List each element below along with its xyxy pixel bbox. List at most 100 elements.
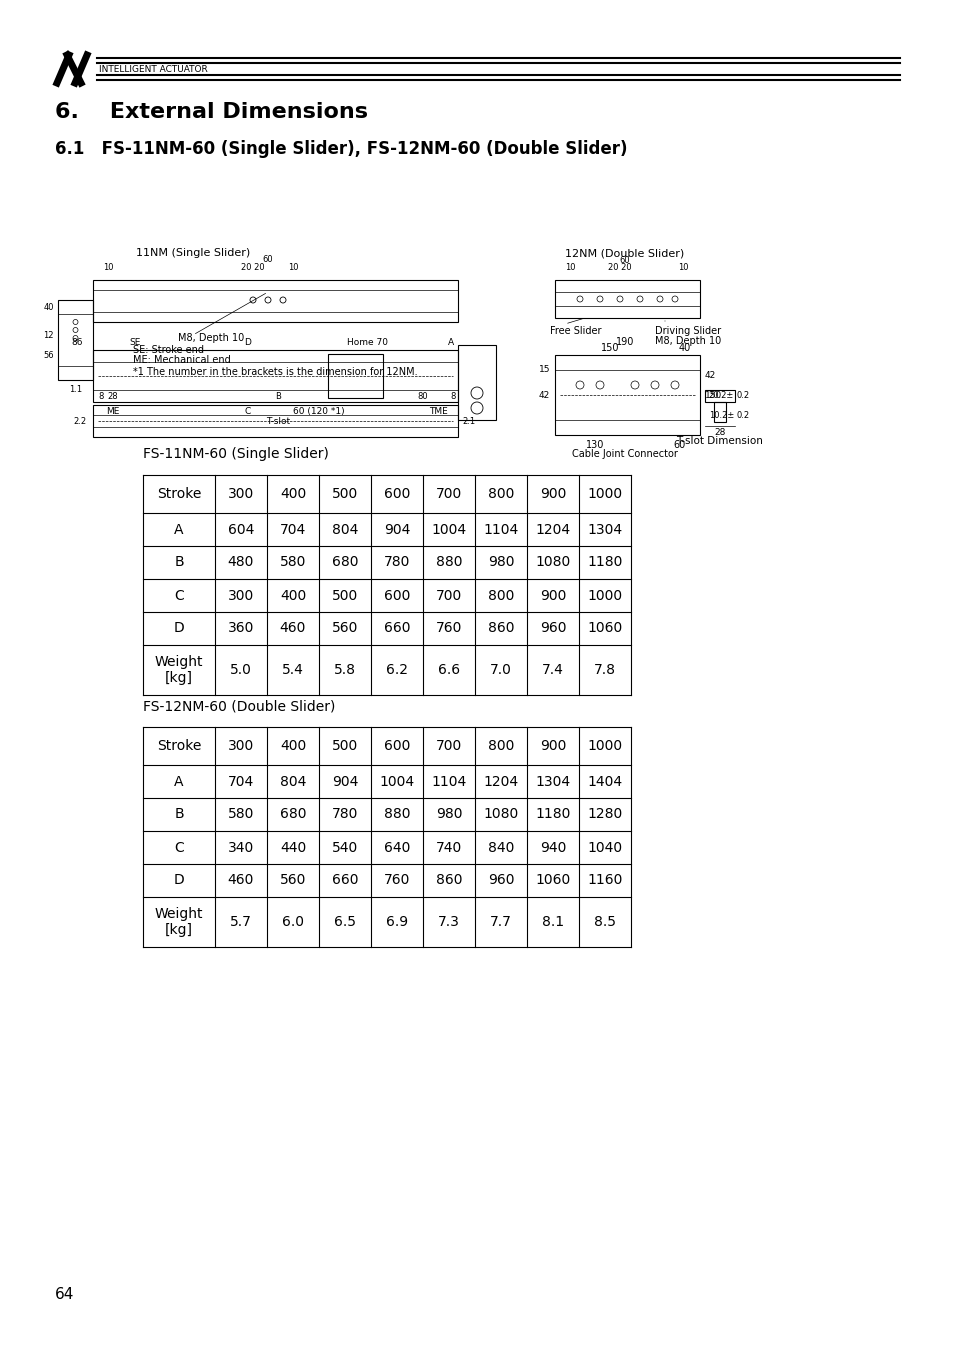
Text: 20.2±: 20.2± [708, 390, 733, 400]
Text: 6.1   FS-11NM-60 (Single Slider), FS-12NM-60 (Double Slider): 6.1 FS-11NM-60 (Single Slider), FS-12NM-… [55, 140, 627, 158]
Text: 1304: 1304 [587, 522, 622, 536]
Text: Weight
[kg]: Weight [kg] [154, 655, 203, 684]
Text: 900: 900 [539, 589, 565, 602]
Text: 980: 980 [436, 807, 462, 822]
Text: 500: 500 [332, 589, 357, 602]
Text: 10: 10 [564, 263, 575, 271]
Text: 1104: 1104 [431, 775, 466, 788]
Text: 460: 460 [228, 873, 253, 887]
Text: A: A [174, 775, 184, 788]
Text: 780: 780 [332, 807, 357, 822]
Text: FS-11NM-60 (Single Slider): FS-11NM-60 (Single Slider) [143, 447, 329, 460]
Text: 10: 10 [288, 263, 298, 271]
Text: 704: 704 [279, 522, 306, 536]
Text: 360: 360 [228, 621, 253, 636]
Text: 60: 60 [673, 440, 685, 450]
Text: B: B [274, 392, 280, 401]
Bar [555, 279, 700, 319]
Text: 1160: 1160 [587, 873, 622, 887]
Text: 28: 28 [714, 428, 725, 437]
Text: 900: 900 [539, 487, 565, 501]
Text: 2.1: 2.1 [461, 417, 475, 425]
Text: 804: 804 [279, 775, 306, 788]
Text: *1 The number in the brackets is the dimension for 12NM.: *1 The number in the brackets is the dim… [132, 367, 417, 377]
Text: 80: 80 [417, 392, 428, 401]
Text: 840: 840 [487, 841, 514, 855]
Text: 600: 600 [383, 589, 410, 602]
Text: 11NM (Single Slider): 11NM (Single Slider) [135, 248, 250, 258]
Text: A: A [174, 522, 184, 536]
Text: 1080: 1080 [535, 555, 570, 570]
Text: Stroke: Stroke [156, 738, 201, 753]
Text: 150: 150 [704, 390, 721, 400]
Text: 880: 880 [383, 807, 410, 822]
Text: ME: Mechanical end: ME: Mechanical end [132, 355, 231, 364]
Text: 60: 60 [619, 256, 630, 265]
Text: 6.2: 6.2 [386, 663, 408, 676]
Text: 600: 600 [383, 738, 410, 753]
Text: 604: 604 [228, 522, 253, 536]
Text: 580: 580 [228, 807, 253, 822]
Text: B: B [174, 807, 184, 822]
Text: 20 20: 20 20 [608, 263, 631, 271]
Text: 860: 860 [487, 621, 514, 636]
Text: 1204: 1204 [535, 522, 570, 536]
Text: 7.7: 7.7 [490, 915, 512, 929]
Text: 800: 800 [487, 487, 514, 501]
Text: 700: 700 [436, 589, 461, 602]
Text: 1.1: 1.1 [69, 385, 82, 394]
Text: 1060: 1060 [535, 873, 570, 887]
Text: 190: 190 [616, 338, 634, 347]
Text: 540: 540 [332, 841, 357, 855]
Text: 300: 300 [228, 738, 253, 753]
Text: 880: 880 [436, 555, 462, 570]
Text: ME: ME [106, 406, 119, 416]
Text: D: D [244, 338, 252, 347]
Text: 56: 56 [43, 351, 54, 359]
Text: 760: 760 [436, 621, 461, 636]
Text: 300: 300 [228, 589, 253, 602]
Text: 800: 800 [487, 738, 514, 753]
Text: 5.0: 5.0 [230, 663, 252, 676]
Text: 680: 680 [332, 555, 358, 570]
Text: 760: 760 [383, 873, 410, 887]
Text: 0.2: 0.2 [737, 390, 749, 400]
Text: 740: 740 [436, 841, 461, 855]
Text: C: C [174, 841, 184, 855]
Text: M8, Depth 10: M8, Depth 10 [178, 333, 244, 343]
Text: C: C [174, 589, 184, 602]
Text: 1180: 1180 [535, 807, 570, 822]
Text: TME: TME [428, 406, 447, 416]
Text: 6.0: 6.0 [282, 915, 304, 929]
Text: 500: 500 [332, 487, 357, 501]
Text: D: D [173, 873, 184, 887]
Text: 60 (120 *1): 60 (120 *1) [293, 406, 344, 416]
Text: 40: 40 [44, 302, 54, 312]
Text: 6.    External Dimensions: 6. External Dimensions [55, 103, 368, 122]
Text: 560: 560 [332, 621, 357, 636]
Text: 900: 900 [539, 738, 565, 753]
Text: 40: 40 [679, 343, 690, 352]
Text: 7.8: 7.8 [594, 663, 616, 676]
Text: 800: 800 [487, 589, 514, 602]
Text: 660: 660 [383, 621, 410, 636]
Text: 680: 680 [279, 807, 306, 822]
Text: 0.2: 0.2 [737, 412, 749, 420]
Text: 5.8: 5.8 [334, 663, 355, 676]
Text: FS-12NM-60 (Double Slider): FS-12NM-60 (Double Slider) [143, 699, 335, 713]
Text: 904: 904 [332, 775, 357, 788]
Text: 460: 460 [279, 621, 306, 636]
Bar [704, 390, 734, 402]
Text: 10: 10 [677, 263, 687, 271]
Text: 7.3: 7.3 [437, 915, 459, 929]
Bar [457, 346, 496, 420]
Text: 8.1: 8.1 [541, 915, 563, 929]
Text: 980: 980 [487, 555, 514, 570]
Text: T-slot Dimension: T-slot Dimension [676, 436, 762, 446]
Text: 560: 560 [279, 873, 306, 887]
Text: Stroke: Stroke [156, 487, 201, 501]
Text: 700: 700 [436, 738, 461, 753]
Text: 86: 86 [71, 338, 83, 347]
Text: 860: 860 [436, 873, 462, 887]
Text: 6.6: 6.6 [437, 663, 459, 676]
